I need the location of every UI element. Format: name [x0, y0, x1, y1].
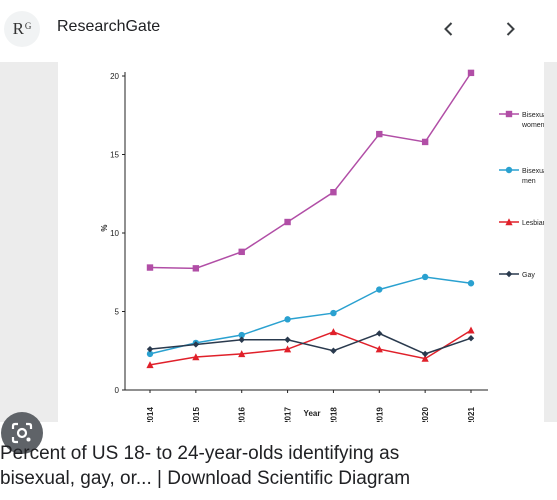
legend-label: Gay: [522, 272, 535, 279]
legend-item-lesbian: Lesbian: [499, 218, 547, 227]
data-point-bisexual-men: [284, 316, 291, 323]
data-point-bisexual-women: [376, 130, 383, 138]
series-line-gay: [149, 332, 472, 355]
y-axis-title: %: [100, 224, 109, 231]
previous-button[interactable]: [433, 13, 465, 45]
data-point-lesbian: [421, 354, 429, 362]
data-point-bisexual-women: [146, 264, 154, 271]
y-tick-label: 10: [110, 229, 119, 238]
x-tick-label: 2021: [467, 407, 476, 422]
lens-search-icon: [11, 422, 33, 444]
line-chart: 0 5 10 15 20 2014 2015 2016 2017 2018 2019 2020 2021…: [100, 69, 549, 425]
chevron-right-icon: [506, 22, 515, 36]
data-point-gay: [330, 347, 337, 354]
legend-marker: [505, 166, 513, 174]
chart-container: 0 5 10 15 20 2014 2015 2016 2017 2018 2019 2020 2021…: [58, 62, 549, 425]
chart-axes: 0 5 10 15 20 2014 2015 2016 2017 2018 2019 2020 2021…: [100, 72, 488, 425]
data-point-bisexual-men: [238, 331, 245, 339]
data-point-lesbian: [238, 350, 246, 358]
chevron-left-icon: [444, 22, 453, 36]
series-line-bisexual-men: [149, 276, 472, 355]
legend-marker: [505, 218, 513, 226]
x-tick-label: 2017: [284, 407, 293, 422]
legend-label: Bisexualwomen: [521, 112, 544, 129]
data-point-bisexual-women: [421, 138, 429, 146]
logo-superscript: G: [24, 21, 32, 31]
next-button[interactable]: [494, 13, 526, 45]
chart-legend: Bisexualwomen Bisexualmen Lesbian Gay: [499, 110, 549, 279]
chart-lines: [146, 69, 475, 369]
data-point-gay: [467, 334, 475, 342]
caption-line-1: Percent of US 18- to 24-year-olds identi…: [0, 443, 400, 464]
data-point-bisexual-men: [376, 286, 383, 293]
data-point-gay: [376, 330, 383, 337]
y-tick-label: 15: [110, 151, 119, 160]
image-caption[interactable]: Percent of US 18- to 24-year-olds identi…: [0, 441, 557, 491]
caption-line-2: bisexual, gay, or... | Download Scientif…: [0, 468, 411, 489]
legend-marker: [505, 110, 513, 118]
x-tick-label: 2018: [329, 407, 338, 422]
data-point-bisexual-women: [192, 265, 200, 272]
x-tick-label: 2016: [238, 407, 247, 422]
legend-item-bisexual-men: Bisexualmen: [499, 166, 549, 185]
data-point-gay: [192, 341, 200, 348]
site-name[interactable]: ResearchGate: [57, 18, 161, 35]
data-point-lesbian: [329, 328, 338, 336]
data-point-bisexual-men: [421, 273, 429, 281]
legend-label: Lesbian: [522, 220, 544, 227]
y-tick-label: 5: [115, 308, 120, 317]
result-image[interactable]: 0 5 10 15 20 2014 2015 2016 2017 2018 2019 2020 2021…: [0, 62, 557, 454]
series-line-lesbian: [149, 329, 472, 366]
data-point-bisexual-men: [467, 280, 475, 287]
data-point-lesbian: [283, 345, 292, 353]
data-point-bisexual-women: [238, 248, 245, 256]
data-point-lesbian: [375, 345, 383, 353]
x-axis-title: Year: [304, 409, 321, 418]
data-point-bisexual-women: [467, 69, 475, 77]
legend-label: Bisexualmen: [522, 168, 544, 185]
data-point-bisexual-women: [330, 188, 337, 196]
y-tick-label: 0: [115, 386, 120, 395]
logo-letter: R: [12, 19, 24, 38]
data-point-bisexual-men: [146, 350, 154, 358]
x-tick-label: 2015: [192, 407, 201, 422]
data-point-lesbian: [146, 361, 154, 369]
lens-search-button[interactable]: [1, 412, 43, 454]
x-tick-label: 2020: [421, 407, 430, 422]
y-tick-label: 20: [110, 72, 119, 81]
data-point-lesbian: [467, 326, 475, 334]
data-point-gay: [238, 336, 245, 343]
legend-marker: [505, 270, 513, 278]
series-line-bisexual-women: [149, 72, 472, 270]
data-point-bisexual-women: [284, 218, 291, 226]
x-tick-label: 2014: [146, 407, 155, 422]
x-tick-label: 2019: [375, 407, 384, 422]
legend-item-bisexual-women: Bisexualwomen: [499, 110, 549, 129]
data-point-bisexual-men: [330, 309, 337, 317]
legend-item-gay: Gay: [499, 270, 535, 279]
data-point-gay: [284, 336, 291, 343]
data-point-gay: [146, 345, 154, 353]
data-point-lesbian: [192, 353, 200, 361]
data-point-gay: [421, 350, 429, 358]
